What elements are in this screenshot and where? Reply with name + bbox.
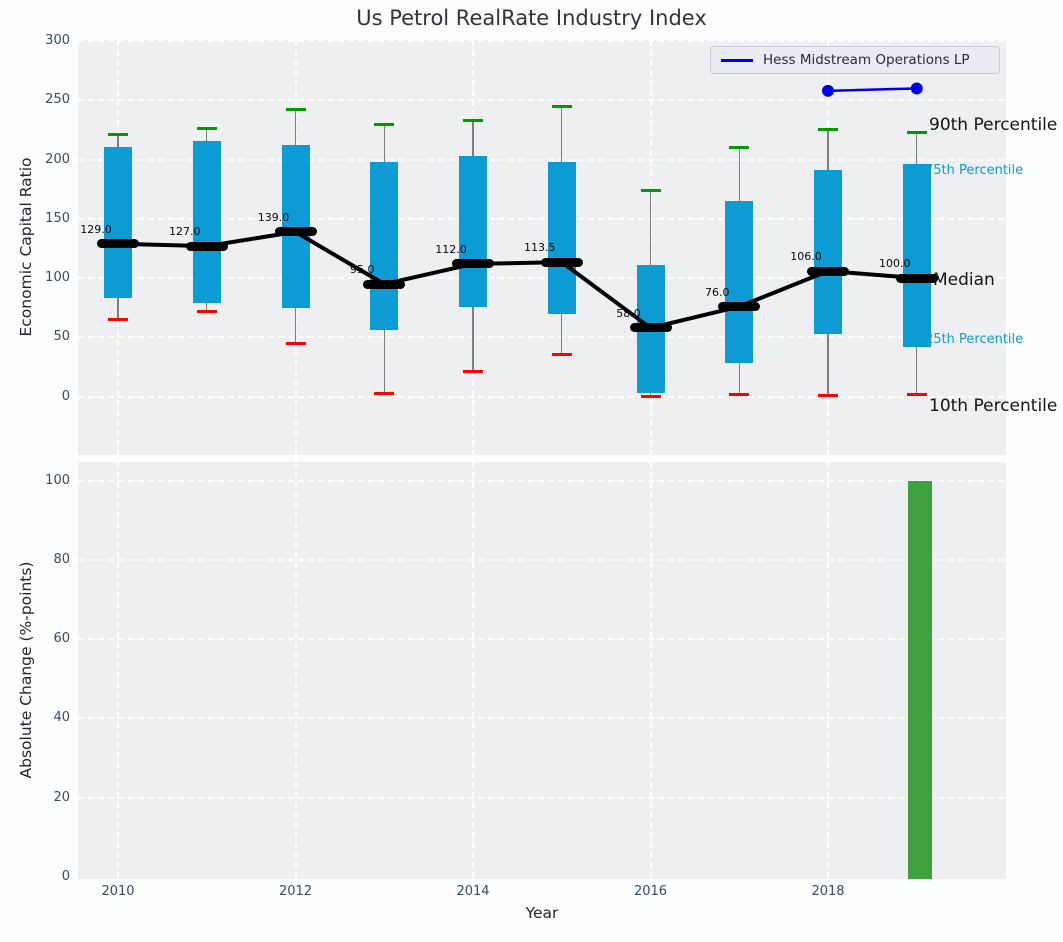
cap-90th bbox=[640, 188, 661, 192]
y-tick-label: 60 bbox=[53, 631, 70, 647]
annotation-75th-percentile: 75th Percentile bbox=[925, 163, 1024, 178]
x-axis-label: Year bbox=[525, 904, 559, 922]
cap-90th bbox=[818, 128, 838, 132]
y-tick-label: 100 bbox=[45, 270, 70, 286]
y-tick-label: 100 bbox=[45, 472, 70, 488]
cap-10th bbox=[729, 392, 750, 396]
median-value-label: 129.0 bbox=[80, 222, 112, 236]
y-axis-label-top: Economic Capital Ratio bbox=[17, 157, 35, 337]
cap-90th bbox=[463, 118, 483, 122]
median-dash bbox=[452, 259, 494, 269]
change-bar bbox=[907, 480, 932, 879]
y-tick-label: 200 bbox=[45, 151, 70, 167]
y-tick-label: 0 bbox=[61, 869, 70, 884]
median-value-label: 95.0 bbox=[350, 263, 375, 277]
x-tick-label: 2010 bbox=[101, 884, 135, 899]
gridline-v bbox=[472, 462, 474, 879]
legend: Hess Midstream Operations LP bbox=[710, 46, 1000, 74]
cap-10th bbox=[551, 352, 572, 356]
cap-10th bbox=[196, 309, 217, 313]
gridline-h bbox=[78, 395, 1006, 398]
cap-90th bbox=[729, 146, 750, 150]
y-tick-label: 50 bbox=[53, 329, 70, 345]
cap-10th bbox=[818, 394, 838, 397]
cap-90th bbox=[108, 133, 128, 137]
x-tick-label: 2012 bbox=[278, 884, 313, 899]
legend-series-label: Hess Midstream Operations LP bbox=[763, 52, 970, 68]
gridline-h bbox=[78, 717, 1006, 720]
median-dash bbox=[274, 227, 317, 237]
median-value-label: 112.0 bbox=[435, 242, 467, 256]
cap-10th bbox=[374, 391, 395, 395]
box-iqr bbox=[725, 201, 754, 364]
box-iqr bbox=[547, 161, 576, 314]
gridline-h bbox=[78, 558, 1006, 561]
box-iqr bbox=[459, 156, 487, 307]
median-dash bbox=[629, 323, 672, 333]
median-dash bbox=[540, 257, 583, 267]
x-tick-label: 2016 bbox=[633, 884, 668, 899]
cap-90th bbox=[551, 104, 572, 108]
box-iqr bbox=[370, 161, 399, 331]
median-dash bbox=[807, 266, 849, 276]
median-dash bbox=[718, 302, 761, 312]
gridline-h bbox=[78, 336, 1006, 339]
legend-line-sample-icon bbox=[721, 58, 753, 62]
cap-90th bbox=[906, 130, 927, 134]
x-tick-label: 2014 bbox=[456, 884, 490, 899]
box-iqr bbox=[192, 140, 221, 304]
gridline-v bbox=[294, 462, 297, 879]
chart-title: Us Petrol RealRate Industry Index bbox=[356, 6, 707, 30]
gridline-h bbox=[78, 158, 1006, 161]
median-value-label: 106.0 bbox=[790, 250, 822, 264]
gridline-h bbox=[78, 217, 1006, 220]
median-value-label: 76.0 bbox=[705, 285, 730, 299]
median-dash bbox=[895, 273, 938, 283]
cap-90th bbox=[285, 108, 306, 112]
median-value-label: 100.0 bbox=[879, 257, 911, 271]
y-tick-label: 150 bbox=[45, 210, 70, 226]
y-tick-label: 20 bbox=[53, 789, 70, 805]
median-value-label: 139.0 bbox=[257, 210, 290, 224]
gridline-h bbox=[78, 99, 1006, 102]
gridline-h bbox=[78, 638, 1006, 641]
y-tick-label: 0 bbox=[61, 388, 70, 404]
box-iqr bbox=[902, 164, 931, 347]
gridline-v bbox=[827, 462, 829, 879]
gridline-h bbox=[78, 479, 1006, 482]
cap-10th bbox=[463, 370, 483, 374]
cap-10th bbox=[108, 318, 128, 322]
gridline-h bbox=[78, 796, 1006, 799]
cap-90th bbox=[374, 122, 395, 126]
gridline-v bbox=[117, 462, 119, 879]
y-tick-label: 250 bbox=[45, 92, 70, 108]
cap-90th bbox=[196, 127, 217, 131]
cap-10th bbox=[640, 395, 661, 399]
y-tick-label: 300 bbox=[45, 33, 70, 49]
cap-10th bbox=[906, 392, 927, 396]
bottom-axes-panel bbox=[78, 462, 1006, 879]
median-value-label: 58.0 bbox=[616, 306, 641, 320]
annotation-90th-percentile: 90th Percentile bbox=[929, 115, 1058, 135]
cap-10th bbox=[285, 341, 306, 345]
x-tick-label: 2018 bbox=[811, 884, 845, 899]
annotation-25th-percentile: 25th Percentile bbox=[925, 332, 1024, 347]
gridline-h bbox=[78, 40, 1006, 43]
y-tick-label: 80 bbox=[53, 551, 70, 567]
y-tick-label: 40 bbox=[53, 710, 70, 726]
median-dash bbox=[185, 241, 228, 251]
median-value-label: 127.0 bbox=[169, 225, 201, 239]
annotation-10th-percentile: 10th Percentile bbox=[929, 396, 1058, 416]
median-dash bbox=[97, 239, 139, 249]
median-value-label: 113.5 bbox=[524, 241, 556, 255]
median-dash bbox=[363, 279, 406, 289]
gridline-v bbox=[649, 462, 652, 879]
annotation-median: Median bbox=[933, 270, 995, 290]
